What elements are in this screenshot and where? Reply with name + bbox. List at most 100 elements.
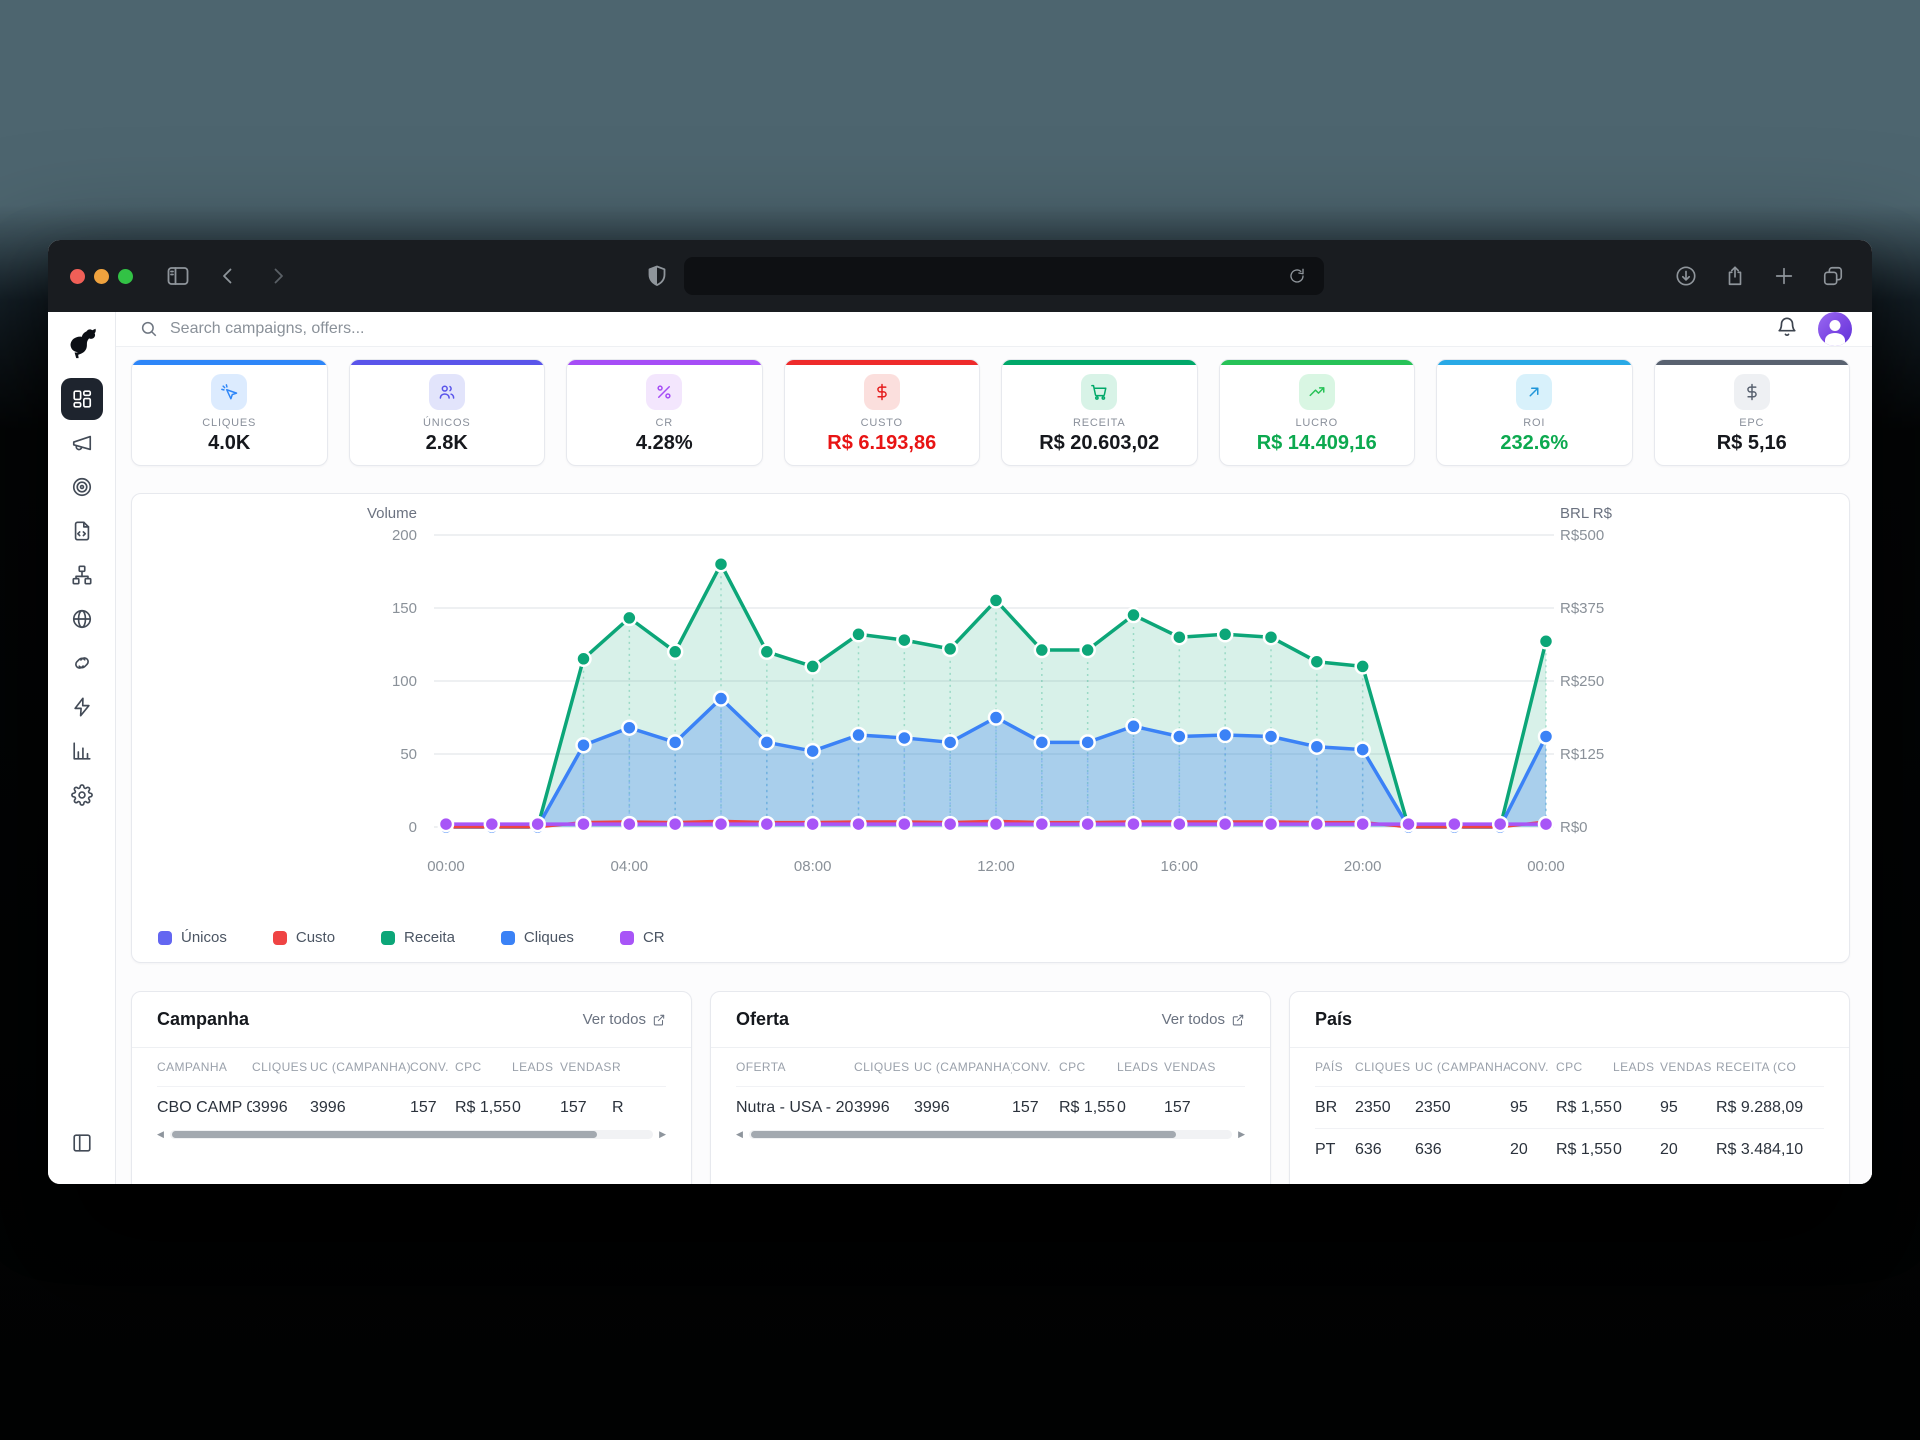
back-icon[interactable] (211, 261, 245, 291)
search-input[interactable] (170, 320, 590, 338)
legend-item[interactable]: Receita (381, 929, 455, 946)
kpi-label: CLIQUES (202, 417, 257, 429)
sidebar-collapse-button[interactable] (61, 1122, 103, 1164)
table-cell: 3996 (252, 1098, 288, 1116)
external-link-icon (653, 1014, 665, 1025)
shield-icon[interactable] (640, 261, 674, 291)
timeseries-chart: 200 R$500 150 R$375 100 R$250 50 R$125 0 R$0 Volum… (367, 505, 1613, 875)
legend-item[interactable]: Custo (272, 929, 335, 946)
scroll-right-arrow[interactable]: ▶ (659, 1129, 666, 1139)
avatar[interactable] (1818, 312, 1852, 346)
svg-text:20:00: 20:00 (1344, 858, 1382, 875)
global-search[interactable] (140, 320, 1776, 338)
table-cell: 157 (560, 1098, 587, 1116)
svg-text:BRL R$: BRL R$ (1560, 505, 1613, 522)
table-cell: Nutra - USA - 200$ (736, 1098, 854, 1116)
oferta-card: Oferta Ver todos OFERTA CLIQUES UC (CAMPAN… (710, 991, 1271, 1184)
dollar-icon (863, 374, 900, 410)
svg-text:50: 50 (400, 746, 417, 763)
table-cell: 0 (1613, 1098, 1622, 1116)
scroll-right-arrow[interactable]: ▶ (1238, 1129, 1245, 1139)
sidebar-item-settings[interactable] (61, 774, 103, 816)
sidebar-item-links[interactable] (61, 642, 103, 684)
column-header: CLIQUES (854, 1060, 910, 1074)
percent-icon (646, 374, 683, 410)
zap-icon (73, 697, 90, 717)
dollar-icon (1733, 374, 1770, 410)
scrollbar-track[interactable] (169, 1130, 654, 1139)
sidebar-item-dashboard[interactable] (60, 378, 103, 420)
column-header: CPC (1556, 1060, 1583, 1074)
legend-item[interactable]: Únicos (158, 929, 227, 946)
browser-window: CLIQUES 4.0K ÚNICOS 2.8K (48, 240, 1872, 1184)
table-cell: CBO CAMP 02 (157, 1098, 252, 1116)
scrollbar-thumb[interactable] (171, 1131, 598, 1138)
svg-text:00:00: 00:00 (1527, 858, 1565, 875)
kpi-label: ÚNICOS (422, 417, 471, 429)
kpi-accent (1002, 360, 1197, 365)
file-code-icon (74, 521, 89, 541)
notifications-button[interactable] (1776, 316, 1798, 343)
ver-todos-link[interactable]: Ver todos (1162, 1011, 1245, 1028)
sidebar-item-automations[interactable] (61, 686, 103, 728)
close-window-button[interactable] (70, 268, 85, 284)
svg-text:R$0: R$0 (1560, 819, 1588, 836)
minimize-window-button[interactable] (94, 268, 109, 284)
sidebar-item-targets[interactable] (61, 466, 103, 508)
legend-item[interactable]: CR (619, 929, 665, 946)
svg-text:Volume: Volume (367, 505, 417, 522)
scrollbar-thumb[interactable] (750, 1131, 1177, 1138)
download-icon[interactable] (1669, 261, 1703, 291)
column-header: CONV. (1012, 1060, 1051, 1074)
cart-icon (1081, 374, 1118, 410)
table-cell: 157 (1012, 1098, 1039, 1116)
table-cell: R (612, 1098, 624, 1116)
table-cell: PT (1315, 1140, 1336, 1158)
address-bar[interactable] (684, 257, 1324, 295)
svg-text:R$125: R$125 (1560, 746, 1604, 763)
new-tab-icon[interactable] (1767, 261, 1801, 291)
table-cell: R$ 1,55 (1059, 1098, 1116, 1116)
sidebar-item-reports[interactable] (61, 730, 103, 772)
table-cell: 95 (1660, 1098, 1678, 1116)
scroll-left-arrow[interactable]: ◀ (736, 1129, 743, 1139)
dashboard-content: CLIQUES 4.0K ÚNICOS 2.8K (116, 347, 1872, 1184)
table-cell: BR (1315, 1098, 1338, 1116)
sidebar-item-landing-pages[interactable] (61, 510, 103, 552)
share-icon[interactable] (1718, 261, 1752, 291)
forward-icon[interactable] (261, 261, 295, 291)
maximize-window-button[interactable] (118, 268, 133, 284)
settings-icon (70, 784, 93, 806)
legend-label: Receita (404, 929, 455, 946)
column-header: CLIQUES (252, 1060, 308, 1074)
sidebar-item-campaigns[interactable] (61, 422, 103, 464)
kpi-card-receita: RECEITA R$ 20.603,02 (1001, 359, 1198, 466)
card-title: País (1315, 1009, 1353, 1029)
target-icon (72, 477, 91, 497)
timeseries-chart-card: 200 R$500 150 R$375 100 R$250 50 R$125 0 R$0 Volum… (131, 493, 1850, 963)
scrollbar-track[interactable] (748, 1130, 1233, 1139)
ver-todos-link[interactable]: Ver todos (583, 1011, 666, 1028)
table-cell: 636 (1415, 1140, 1442, 1158)
sidebar-item-domains[interactable] (61, 598, 103, 640)
column-header: VENDAS (560, 1060, 612, 1074)
scroll-left-arrow[interactable]: ◀ (157, 1129, 164, 1139)
sidebar-toggle-icon[interactable] (161, 261, 195, 291)
window-controls (70, 268, 133, 284)
sidebar-item-flows[interactable] (61, 554, 103, 596)
users-icon (428, 374, 465, 410)
svg-text:R$500: R$500 (1560, 527, 1604, 544)
tab-overview-icon[interactable] (1816, 261, 1850, 291)
link-icon (74, 657, 89, 669)
reload-icon[interactable] (1280, 261, 1314, 291)
svg-text:16:00: 16:00 (1161, 858, 1199, 875)
svg-text:R$375: R$375 (1560, 600, 1604, 617)
browser-toolbar (48, 240, 1872, 312)
dog-logo (70, 328, 96, 359)
column-header: CAMPANHA (157, 1060, 228, 1074)
column-header: LEADS (1613, 1060, 1655, 1074)
kpi-accent (784, 360, 979, 365)
legend-item[interactable]: Cliques (500, 929, 574, 946)
